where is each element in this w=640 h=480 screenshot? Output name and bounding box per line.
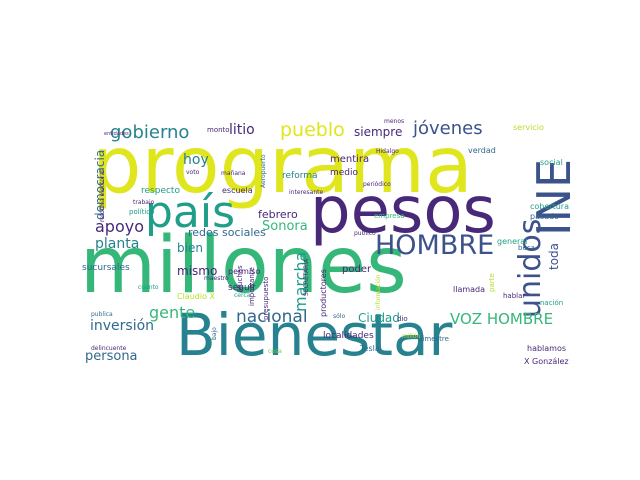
word-nacion: nación [540,299,563,307]
word-politico: político [129,208,154,216]
word-tesla: Tesla [359,344,380,353]
word-productores: productores [319,269,328,317]
word-mismo: mismo [177,264,217,278]
word-publico: publico [354,230,376,237]
word-gente: gente [149,303,195,322]
word-hombre: HOMBRE [375,230,494,261]
word-sucursales: sucursales [82,263,130,273]
word-hidalgo: Hidalgo [376,148,399,155]
word-trabajo: trabajo [133,199,155,206]
word-cuanto: cuanto [138,284,159,291]
word-sonora: Sonora [262,219,308,234]
word-hablamos: hablamos [527,344,566,353]
word-gobierno: gobierno [110,122,189,143]
word-delincuente: delincuente [91,345,127,352]
word-apoyo: apoyo [95,217,144,236]
word-empresa: empresa [374,212,405,220]
word-dio: dio [397,315,408,323]
word-respecto: respecto [141,186,180,196]
word-hablar: hablar [503,292,525,300]
word-entidades: entidades [104,131,129,137]
word-redes-sociales: redes sociales [188,226,266,239]
word-ciudad: Ciudad [358,311,400,325]
word-marcha: marcha [291,252,310,312]
word-planta: planta [95,236,139,252]
word-solo: sólo [333,313,345,320]
word-voz-hombre: VOZ HOMBRE [450,310,553,328]
word-toda: toda [547,243,561,270]
word-beca: beca [518,244,535,252]
word-medio: medio [330,168,359,178]
word-permiso: permiso [228,267,260,276]
word-pais: país [145,187,235,238]
word-bienestar: Bienestar [176,301,453,369]
word-hoy: hoy [183,152,209,168]
word-parte: parte [488,273,496,292]
word-localidades: localidades [323,331,374,341]
word-presupuesto: presupuesto [262,277,270,320]
word-aeropuerto: Aeropuerto [260,154,267,188]
word-inversion: inversión [90,318,154,334]
word-llamada: llamada [453,285,485,294]
word-mentira: mentira [330,154,369,165]
word-muchas: Muchas [236,265,244,292]
word-programa: programa [92,121,473,211]
word-siempre: siempre [354,125,402,139]
word-informacion: información [375,274,382,310]
word-secretaria: SECRETARÍA [303,258,310,296]
word-cosa: cosa [268,348,282,355]
word-pesos: pesos [310,174,496,248]
word-menos: menos [384,118,404,125]
word-bien: bien [177,241,203,255]
word-reforma: reforma [282,171,318,181]
word-maestro: maestro [204,275,229,282]
word-importante: importante [248,267,256,306]
word-monto: monto [207,126,230,134]
word-voto: voto [186,169,200,176]
word-general: general [497,237,527,246]
word-escuela: escuela [222,186,253,195]
word-pasado: pasado [530,212,559,221]
word-poder: poder [342,264,372,275]
word-cerca: cerca [234,292,251,299]
word-bajo: bajo [211,327,218,340]
word-ine: INE [527,159,581,236]
word-millon: millón [402,333,421,340]
word-claudio-x: Claudio X [177,292,216,301]
word-cobertura: cobertura [530,202,569,211]
word-interesante: interesante [289,189,323,196]
word-servicio: servicio [513,123,544,132]
word-cloud-background [80,118,580,368]
word-litio: litio [229,122,255,138]
word-democracia: democracia [93,150,107,220]
word-bimestre: bimestre [418,335,449,343]
word-pueblo: pueblo [280,119,345,141]
word-reforma-electoral: reforma electoral [99,170,106,222]
word-publica: publica [91,311,113,318]
word-millones: millones [80,221,407,311]
word-unidos: unidos [513,219,548,318]
word-persona: persona [85,349,138,364]
word-social: social [540,158,563,167]
word-verdad: verdad [468,146,496,155]
word-jovenes: jóvenes [412,118,483,139]
word-periodico: periódico [363,181,391,188]
word-seguir: seguir [228,283,256,293]
word-x-gonzalez: X González [524,357,569,366]
word-febrero: febrero [258,208,298,221]
word-manana: mañana [221,170,246,177]
word-nacional: nacional [236,307,308,327]
